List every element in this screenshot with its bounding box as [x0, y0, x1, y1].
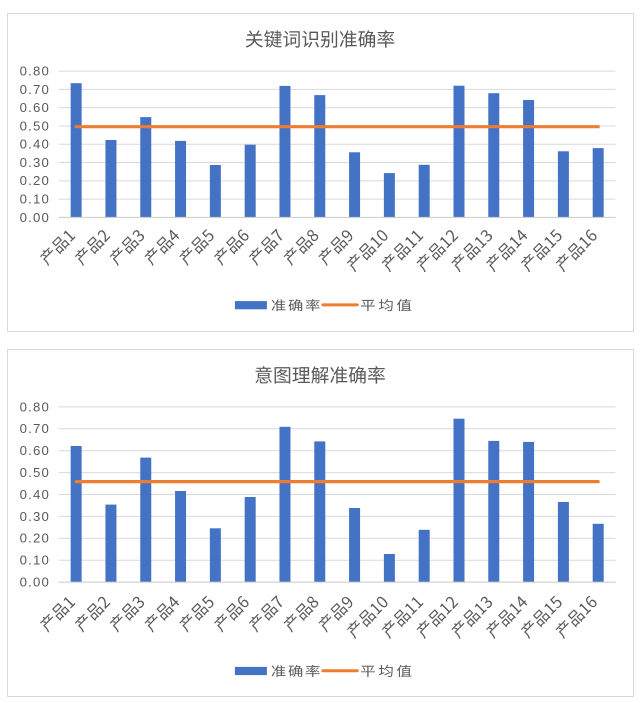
- svg-text:0.40: 0.40: [20, 487, 50, 502]
- svg-text:0.60: 0.60: [20, 443, 50, 458]
- svg-text:0.00: 0.00: [20, 575, 50, 590]
- svg-text:0.60: 0.60: [20, 100, 50, 115]
- svg-text:0.10: 0.10: [20, 553, 50, 568]
- svg-text:0.30: 0.30: [20, 509, 50, 524]
- svg-text:0.80: 0.80: [20, 399, 50, 414]
- svg-text:0.20: 0.20: [20, 173, 50, 188]
- svg-text:0.00: 0.00: [20, 210, 50, 225]
- svg-text:0.70: 0.70: [20, 421, 50, 436]
- svg-text:0.40: 0.40: [20, 137, 50, 152]
- svg-text:0.50: 0.50: [20, 118, 50, 133]
- svg-text:0.10: 0.10: [20, 192, 50, 207]
- svg-text:0.30: 0.30: [20, 155, 50, 170]
- svg-text:0.20: 0.20: [20, 531, 50, 546]
- svg-text:0.50: 0.50: [20, 465, 50, 480]
- svg-text:0.80: 0.80: [20, 64, 50, 79]
- svg-text:0.70: 0.70: [20, 82, 50, 97]
